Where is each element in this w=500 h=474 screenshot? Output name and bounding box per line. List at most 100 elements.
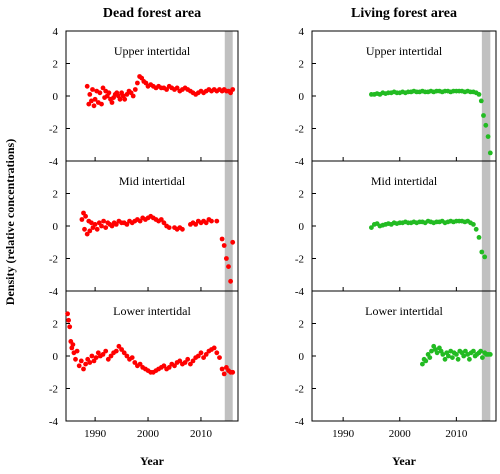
data-point	[471, 222, 476, 227]
living-forest-panel-3: Lower intertidal -4 -2 0 2	[295, 290, 497, 428]
data-point	[92, 222, 98, 227]
data-point	[214, 218, 220, 224]
data-point	[478, 348, 484, 354]
data-point	[84, 83, 90, 89]
data-point	[66, 317, 71, 323]
data-point	[99, 101, 104, 107]
data-point	[65, 311, 70, 317]
data-point	[101, 218, 106, 224]
data-point	[92, 96, 98, 102]
y-tick-label: 0	[53, 351, 59, 363]
data-point	[177, 358, 183, 364]
x-tick-label: 2010	[190, 428, 213, 440]
data-point	[113, 348, 119, 354]
data-point	[217, 355, 222, 360]
y-tick-label: 4	[299, 26, 305, 38]
data-point	[442, 356, 448, 362]
data-point	[224, 256, 229, 261]
data-point	[429, 348, 434, 354]
data-point	[83, 213, 88, 219]
data-point	[158, 217, 164, 222]
living-forest-panel-1: Upper intertidal -4 -2 0 2 4	[295, 26, 497, 168]
panel-label: Mid intertidal	[371, 174, 438, 188]
panel-label: Lower intertidal	[365, 304, 443, 318]
data-point	[201, 355, 207, 360]
data-point	[440, 352, 446, 357]
y-tick-label: -4	[295, 416, 305, 428]
data-point	[103, 348, 109, 354]
data-point	[161, 363, 167, 369]
living-forest-panel-2: Mid intertidal -4 -2 0 2	[295, 160, 497, 298]
y-tick-label: 0	[299, 351, 305, 363]
data-point	[164, 87, 170, 92]
data-point	[166, 365, 172, 370]
data-point	[161, 220, 167, 226]
data-point	[221, 243, 227, 248]
data-point	[228, 278, 234, 284]
data-point	[124, 222, 130, 227]
data-point	[185, 356, 191, 362]
panel-label: Upper intertidal	[366, 44, 443, 58]
x-tick-label: 2000	[389, 428, 412, 440]
dead-forest-column: Dead forest area Upper intertidal -4 -2 0 2 4 M…	[49, 6, 239, 468]
y-tick-label: 2	[53, 189, 59, 201]
data-point	[487, 352, 493, 357]
y-tick-label: -2	[49, 124, 58, 136]
data-point	[427, 355, 433, 360]
y-tick-label: 0	[53, 91, 59, 103]
y-tick-label: 2	[299, 59, 305, 71]
data-point	[137, 361, 143, 367]
y-tick-label: 2	[53, 319, 59, 331]
data-point	[182, 360, 188, 365]
data-point	[211, 345, 217, 351]
data-point	[87, 92, 93, 97]
data-point	[482, 254, 488, 260]
data-point	[174, 85, 180, 91]
data-point	[122, 96, 128, 102]
y-tick-label: 2	[53, 59, 59, 71]
data-point	[82, 226, 87, 232]
data-point	[420, 361, 425, 367]
data-point	[74, 348, 80, 354]
data-point	[230, 369, 236, 375]
data-point	[78, 358, 84, 364]
living-forest-x-axis-title: Year	[392, 454, 417, 468]
data-point	[83, 361, 88, 367]
y-tick-label: -2	[49, 254, 58, 266]
shaded-band	[481, 161, 491, 291]
data-point	[79, 217, 85, 222]
data-point	[193, 222, 199, 227]
dead-forest-panel-2: Mid intertidal -4 -2 0 2	[49, 160, 239, 298]
data-point	[209, 218, 214, 224]
y-tick-label: -4	[49, 156, 59, 168]
data-point	[84, 231, 90, 237]
y-tick-label: 0	[299, 221, 305, 233]
y-tick-label: -4	[295, 286, 305, 298]
data-point	[137, 218, 143, 224]
x-tick-label: 1990	[84, 428, 107, 440]
data-point	[87, 228, 93, 234]
data-point	[188, 361, 193, 367]
data-point	[106, 90, 112, 96]
data-point	[219, 236, 225, 242]
data-point	[97, 90, 103, 96]
data-point	[434, 350, 440, 356]
data-point	[230, 239, 236, 245]
x-tick-label: 2010	[445, 428, 468, 440]
y-tick-label: 0	[53, 221, 59, 233]
data-point	[129, 355, 135, 360]
data-point	[113, 222, 119, 227]
data-point	[105, 356, 111, 362]
x-tick-label: 1990	[332, 428, 355, 440]
data-point	[103, 225, 109, 231]
data-point	[87, 360, 93, 365]
data-point	[89, 220, 94, 226]
panel-label: Mid intertidal	[119, 174, 186, 188]
data-point	[135, 80, 140, 86]
living-forest-title: Living forest area	[351, 6, 457, 21]
shaded-band	[224, 31, 233, 161]
shaded-band	[224, 161, 233, 291]
living-forest-column: Living forest area Upper intertidal -4 -2 0 2…	[295, 6, 497, 468]
panel-label: Upper intertidal	[114, 44, 191, 58]
data-point	[221, 371, 227, 377]
